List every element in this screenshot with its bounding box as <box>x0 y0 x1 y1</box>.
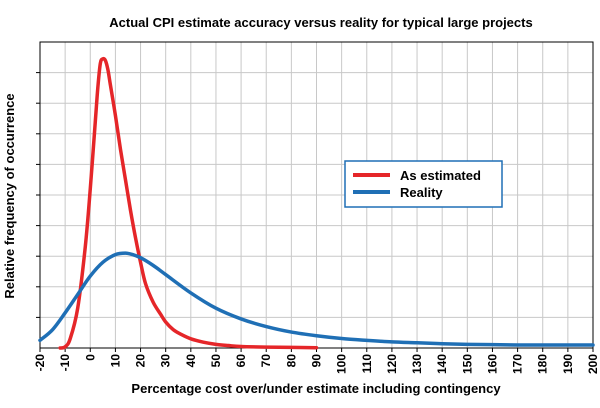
y-tick-marks <box>36 72 40 318</box>
x-tick-label: 70 <box>259 354 273 368</box>
legend-label-as-estimated: As estimated <box>400 168 481 183</box>
x-tick-label: 140 <box>435 354 449 374</box>
series-lines <box>38 56 595 350</box>
series-line-reality <box>38 251 595 347</box>
chart-title: Actual CPI estimate accuracy versus real… <box>109 15 532 30</box>
x-tick-label: -10 <box>58 354 72 372</box>
x-tick-label: 120 <box>385 354 399 374</box>
x-tick-label: 30 <box>159 354 173 368</box>
x-tick-label: 50 <box>209 354 223 368</box>
x-tick-label: 190 <box>561 354 575 374</box>
x-tick-label: 10 <box>108 354 122 368</box>
grid <box>39 42 594 348</box>
legend: As estimated Reality <box>344 160 503 208</box>
x-tick-label: 100 <box>335 354 349 374</box>
legend-box <box>344 160 503 208</box>
x-tick-label: 60 <box>234 354 248 368</box>
y-axis-label: Relative frequency of occurrence <box>2 93 17 298</box>
x-axis-label: Percentage cost over/under estimate incl… <box>131 381 501 396</box>
x-tick-label: 40 <box>184 354 198 368</box>
x-tick-labels: -20 -10 0 10 20 30 40 50 60 70 80 90 100 110 120 130 140… <box>33 354 600 374</box>
x-tick-label: 160 <box>485 354 499 374</box>
x-tick-label: 150 <box>460 354 474 374</box>
x-tick-label: 110 <box>360 354 374 374</box>
x-tick-label: 200 <box>586 354 600 374</box>
x-tick-label: 80 <box>284 354 298 368</box>
x-tick-label: 0 <box>83 354 97 361</box>
x-tick-label: 90 <box>310 354 324 368</box>
x-tick-label: 170 <box>511 354 525 374</box>
x-tick-label: 180 <box>536 354 550 374</box>
series-line-as-estimated <box>58 56 319 350</box>
x-tick-label: 20 <box>134 354 148 368</box>
x-tick-label: 130 <box>410 354 424 374</box>
x-tick-label: -20 <box>33 354 47 372</box>
legend-label-reality: Reality <box>400 185 443 200</box>
x-tick-marks <box>39 348 594 352</box>
